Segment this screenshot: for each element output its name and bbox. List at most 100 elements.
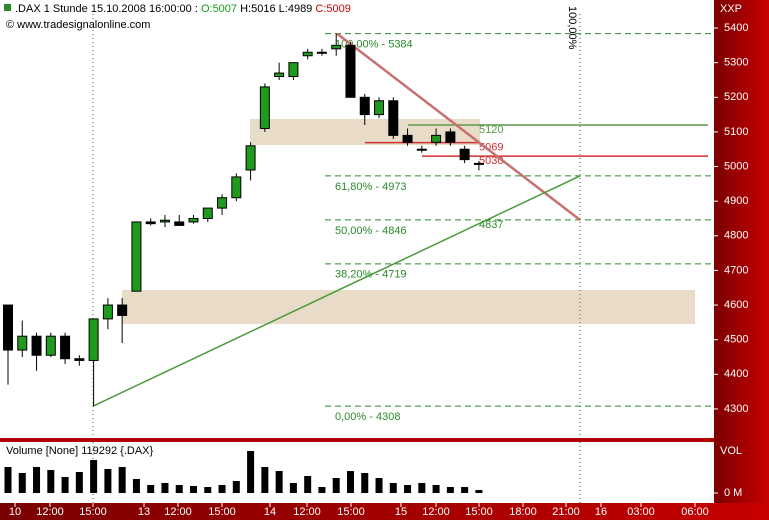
candle-body — [302, 51, 313, 57]
candle-body — [473, 162, 484, 165]
x-tick-label: 13 — [138, 506, 150, 518]
volume-bar — [147, 485, 155, 493]
candle-body — [45, 335, 56, 356]
volume-bar — [4, 467, 12, 493]
volume-bar — [190, 486, 198, 493]
volume-bar — [375, 478, 383, 493]
volume-bar — [404, 485, 412, 493]
volume-bar — [90, 460, 98, 493]
icon — [4, 4, 11, 11]
candle-body — [159, 219, 170, 223]
candle-body — [31, 335, 42, 356]
y-tick-label: 5400 — [724, 22, 748, 34]
volume-bar — [389, 483, 397, 493]
volume-bar — [33, 467, 41, 493]
high-label: H:5016 — [240, 3, 275, 15]
open-label: O:5007 — [201, 3, 237, 15]
candle-body — [288, 62, 299, 78]
volume-bar — [346, 471, 354, 493]
volume-bar — [446, 487, 454, 493]
trendline — [92, 175, 581, 407]
candle-body — [102, 304, 113, 320]
candle-body — [331, 44, 342, 50]
candle-body — [374, 100, 385, 116]
y-tick-label: 5200 — [724, 91, 748, 103]
x-tick-label: 15:00 — [208, 506, 236, 518]
copyright: © www.tradesignalonline.com — [6, 19, 150, 31]
y-tick-label: 4300 — [724, 403, 748, 415]
volume-bar — [418, 483, 426, 493]
price-label: 5069 — [479, 142, 503, 154]
volume-title: Volume [None] 119292 {.DAX} — [6, 445, 154, 457]
x-tick-label: 12:00 — [164, 506, 192, 518]
x-tick-label: 16 — [595, 506, 607, 518]
candle-body — [202, 207, 213, 219]
volume-bar — [275, 471, 283, 493]
y-tick-label: 4500 — [724, 334, 748, 346]
vertical-label: 100,00% — [566, 6, 578, 50]
axis-label: XXP — [720, 3, 742, 15]
volume-bar — [232, 481, 240, 493]
volume-bar — [261, 467, 269, 493]
candle-body — [145, 221, 156, 225]
fib-label: 0,00% - 4308 — [335, 411, 400, 423]
trend-label: 4837 — [479, 219, 503, 231]
volume-bar — [304, 476, 312, 493]
volume-bar — [332, 478, 340, 493]
candle-body — [402, 134, 413, 143]
candle-body — [274, 72, 285, 78]
candle-body — [245, 145, 256, 171]
bottom-axis — [0, 503, 769, 520]
candle-body — [416, 148, 427, 151]
candle-body — [217, 197, 228, 209]
candle-body — [345, 44, 356, 98]
volume-bar — [75, 472, 83, 493]
y-tick-label: 4600 — [724, 299, 748, 311]
candle-body — [174, 221, 185, 226]
low-label: L:4989 — [279, 3, 313, 15]
candle-body — [431, 134, 442, 143]
title: .DAX 1 Stunde — [15, 3, 88, 15]
candle-body — [388, 100, 399, 136]
candle-body — [359, 96, 370, 116]
y-tick-label: 0 M — [724, 487, 742, 499]
volume-axis-label: VOL — [720, 445, 742, 457]
volume-bar — [18, 473, 26, 493]
volume-bar — [175, 485, 183, 493]
y-tick-label: 4400 — [724, 368, 748, 380]
zone — [122, 290, 695, 324]
x-tick-label: 03:00 — [627, 506, 655, 518]
candle-body — [259, 86, 270, 129]
x-tick-label: 14 — [264, 506, 276, 518]
candle-body — [459, 148, 470, 161]
candle-body — [231, 176, 242, 199]
volume-bar — [475, 490, 483, 493]
volume-bar — [204, 487, 212, 493]
volume-bar — [218, 485, 226, 493]
fib-label: 50,00% - 4846 — [335, 225, 407, 237]
candle-body — [3, 304, 13, 351]
candle-body — [445, 131, 456, 143]
right-axis — [714, 0, 769, 503]
volume-bar — [289, 483, 297, 493]
close-label: C:5009 — [315, 3, 350, 15]
datetime: 15.10.2008 16:00:00 : — [91, 3, 198, 15]
candle-body — [17, 335, 28, 351]
volume-bar — [47, 470, 55, 493]
header: .DAX 1 Stunde 15.10.2008 16:00:00 : O:50… — [15, 3, 351, 15]
x-tick-label: 18:00 — [509, 506, 537, 518]
candle-body — [74, 358, 85, 361]
x-tick-label: 21:00 — [552, 506, 580, 518]
volume-bar — [61, 477, 69, 493]
price-panel — [0, 0, 714, 438]
trendline — [336, 32, 581, 221]
x-tick-label: 12:00 — [36, 506, 64, 518]
x-tick-label: 15:00 — [337, 506, 365, 518]
x-tick-label: 12:00 — [422, 506, 450, 518]
volume-bar — [461, 487, 469, 493]
y-tick-label: 4800 — [724, 230, 748, 242]
y-tick-label: 5100 — [724, 126, 748, 138]
x-tick-label: 12:00 — [293, 506, 321, 518]
candle-body — [316, 51, 327, 54]
